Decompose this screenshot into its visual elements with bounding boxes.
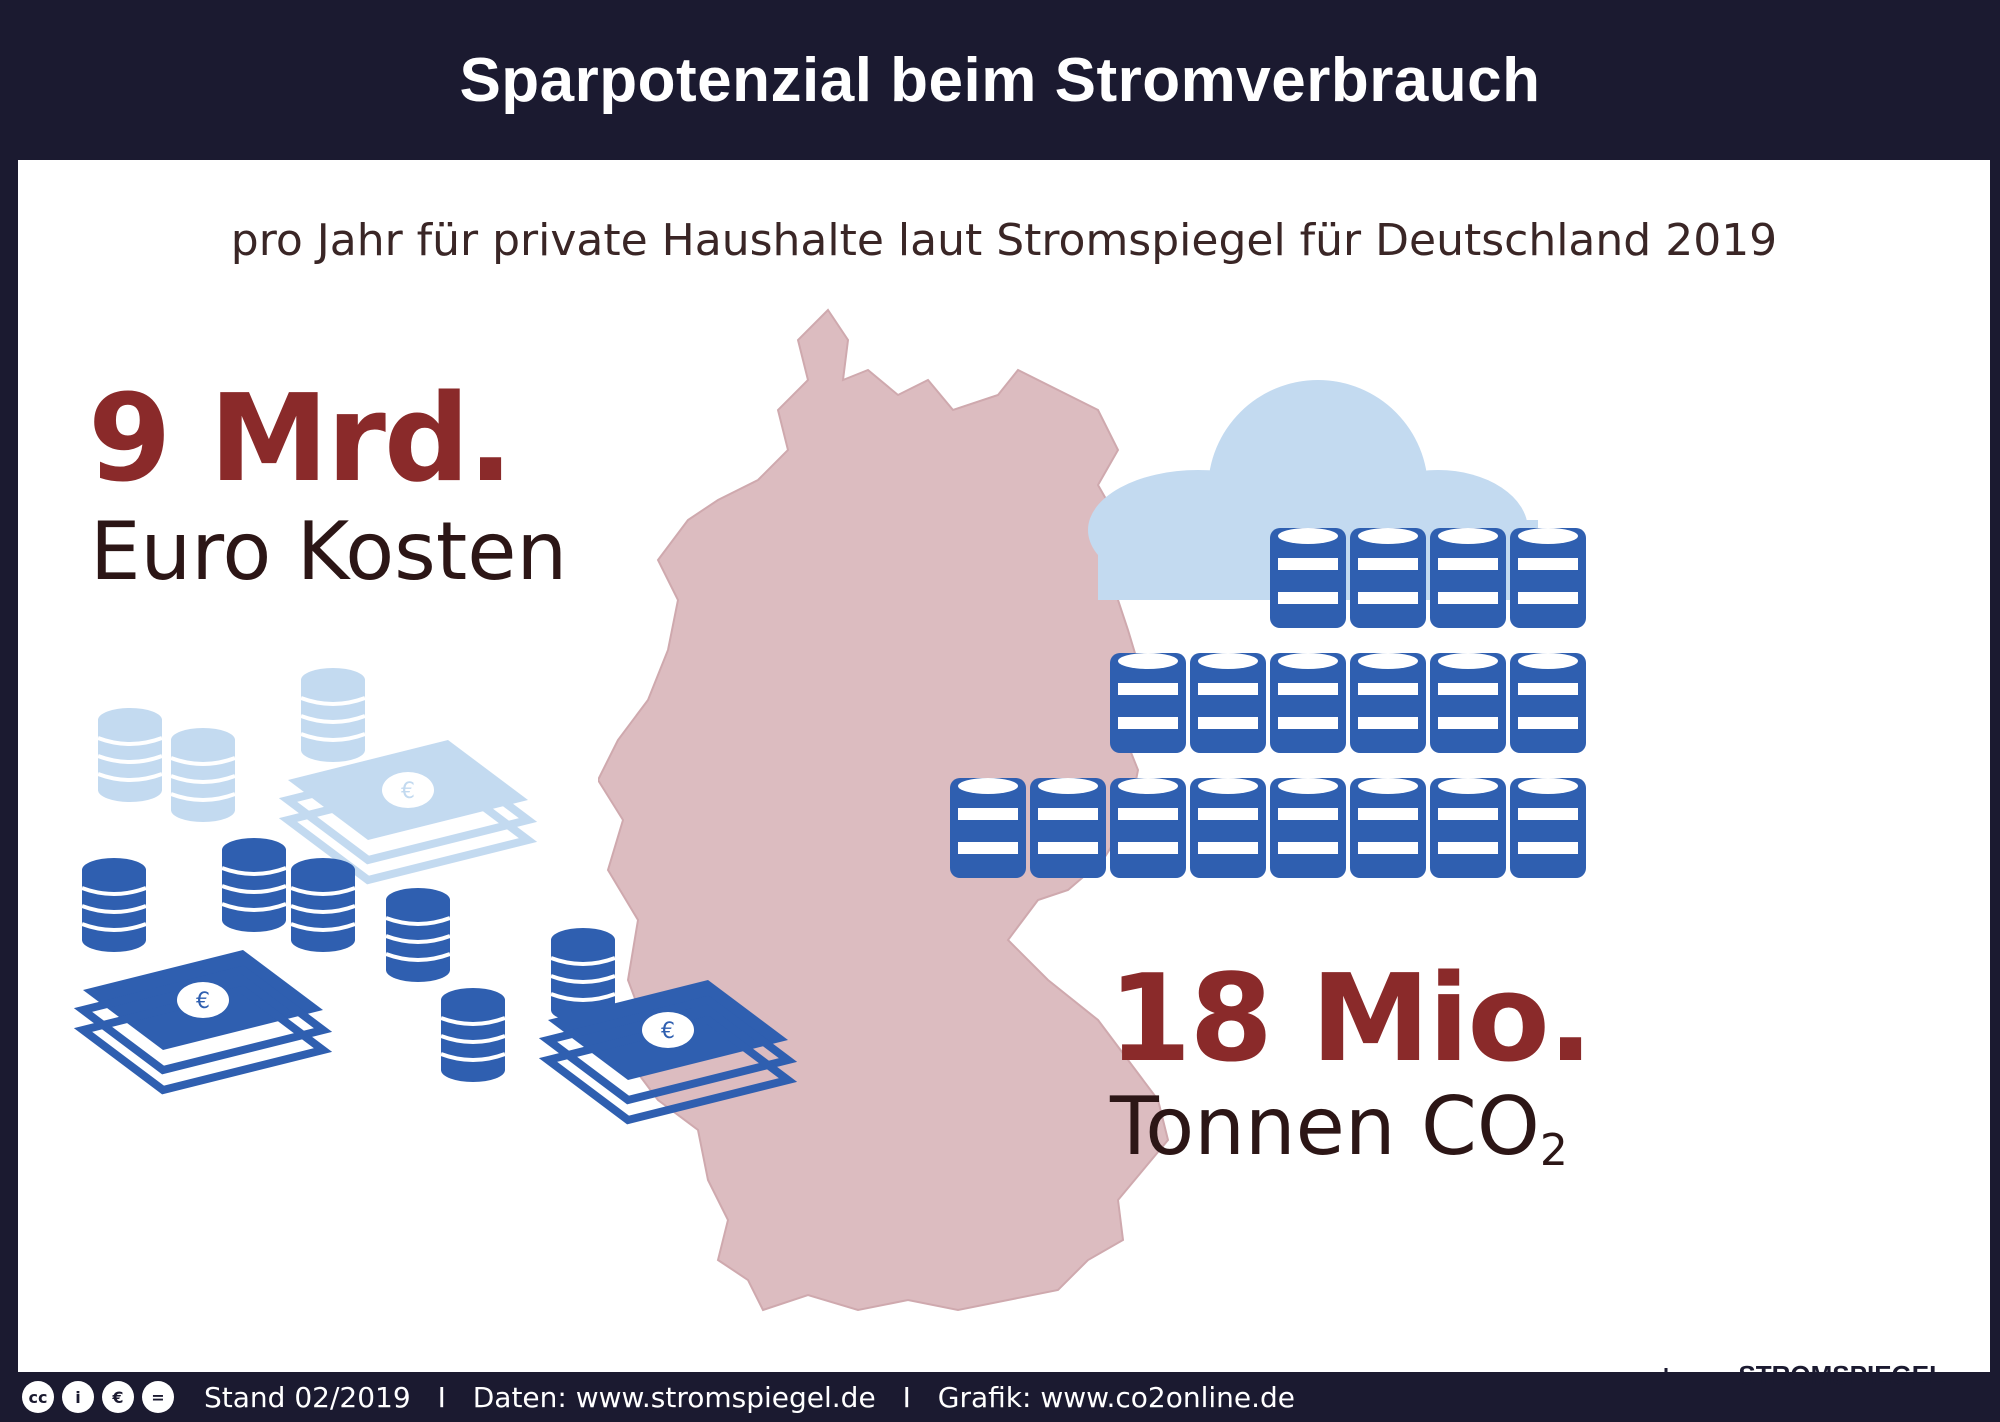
cloud-icon [1088,380,1538,600]
oil-barrel-icon [1270,778,1346,878]
euro-banknote-icon [83,950,323,1090]
oil-barrel-icon [1350,778,1426,878]
germany-map [598,308,1170,1312]
oil-barrel-icon [1190,653,1266,753]
cc-icon[interactable]: cc [22,1381,54,1413]
oil-barrel-icon [1190,778,1266,878]
page-title: Sparpotenzial beim Stromverbrauch [459,45,1541,115]
co2-label: Tonnen CO2 [1110,1080,1568,1176]
oil-barrel-icon [1430,778,1506,878]
infographic-panel: pro Jahr für private Haushalte laut Stro… [18,160,1990,1372]
oil-barrel-icon [1430,653,1506,753]
subtitle: pro Jahr für private Haushalte laut Stro… [230,215,1778,266]
plug-icon [1664,1367,1727,1385]
savings-label: Euro Kosten [90,505,568,598]
oil-barrel-icon [1510,528,1586,628]
oil-barrel-icon [1510,778,1586,878]
attribution-icon[interactable]: i [62,1381,94,1413]
oil-barrel-icon [1110,778,1186,878]
coin-stack-icon [299,666,367,764]
co2-label-main: Tonnen CO [1110,1080,1540,1173]
illustrations: € € [18,380,1586,1372]
oil-barrel-icon [1510,653,1586,753]
oil-barrel-icon [1350,653,1426,753]
oil-barrel-icon [1350,528,1426,628]
oil-barrel-icon [1110,653,1186,753]
coin-stack-icon [169,726,237,824]
footer: cc i € = Stand 02/2019 I Daten: www.stro… [0,1372,2000,1422]
grafik-link[interactable]: Grafik: www.co2online.de [937,1380,1295,1414]
coin-stack-icon [289,856,357,954]
separator: I [902,1380,911,1414]
oil-barrel-icon [950,778,1026,878]
co2-subscript: 2 [1539,1125,1568,1176]
savings-value: 9 Mrd. [88,370,513,509]
logo-text: STROMSPIEGEL [1738,1360,1945,1390]
noncommercial-icon[interactable]: € [102,1381,134,1413]
stromspiegel-logo: STROMSPIEGEL [1664,1360,1945,1391]
noderivatives-icon[interactable]: = [142,1381,174,1413]
coin-stack-icon [220,836,288,934]
map-shape [598,308,1170,1312]
credits: Stand 02/2019 I Daten: www.stromspiegel.… [204,1381,1295,1414]
license-icons: cc i € = [22,1381,174,1413]
coin-stack-icon [80,856,148,954]
oil-barrel-icon [1270,653,1346,753]
oil-barrel-icon [1030,778,1106,878]
oil-barrel-icon [1430,528,1506,628]
coin-stack-icon [439,986,507,1084]
separator: I [437,1380,446,1414]
stand-text: Stand 02/2019 [204,1380,411,1414]
title-bar: Sparpotenzial beim Stromverbrauch [0,0,2000,160]
daten-link[interactable]: Daten: www.stromspiegel.de [472,1380,876,1414]
co2-value: 18 Mio. [1108,950,1593,1089]
coin-stack-icon [96,706,164,804]
oil-barrel-icon [1270,528,1346,628]
coin-stack-icon [384,886,452,984]
